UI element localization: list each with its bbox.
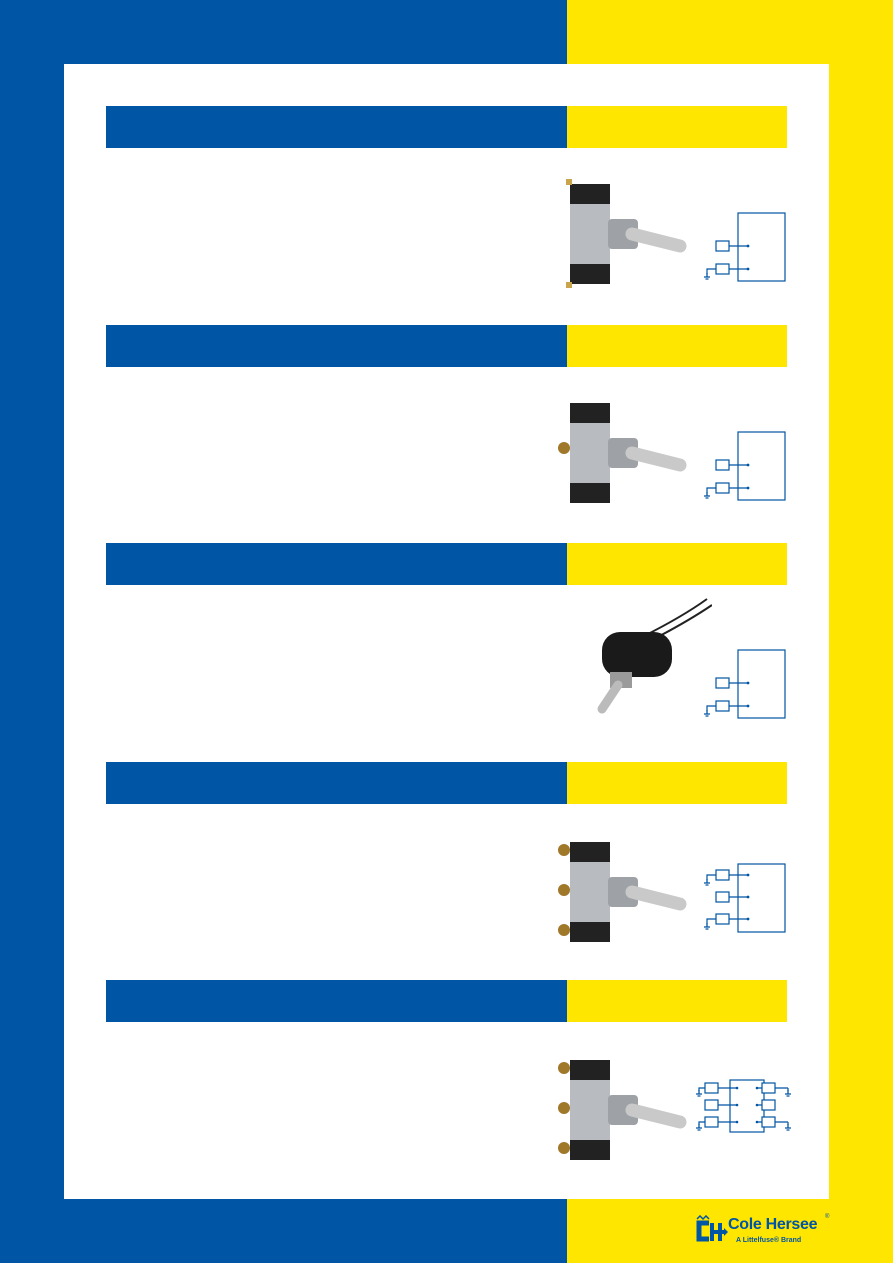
section-header-band <box>106 543 787 585</box>
logo-tagline: A Littelfuse® Brand <box>736 1237 802 1244</box>
section-title-bar <box>106 543 567 585</box>
product-section <box>106 762 787 972</box>
switch-photo-toggle-switch-black-boot-wire-leads <box>597 598 712 714</box>
section-accent-bar <box>567 762 787 804</box>
product-section <box>106 980 791 1190</box>
section-header-band <box>106 106 787 148</box>
switch-photo-toggle-switch-6-screw-terminal <box>558 1060 687 1160</box>
wiring-diagram-2-terminal <box>704 212 786 282</box>
section-accent-bar <box>567 543 787 585</box>
logo-name: Cole Hersee <box>728 1216 818 1233</box>
section-title-bar <box>106 980 567 1022</box>
section-header-band <box>106 325 787 367</box>
section-header-band <box>106 762 787 804</box>
logo-registered: ® <box>825 1214 830 1220</box>
section-accent-bar <box>567 325 787 367</box>
section-accent-bar <box>567 980 787 1022</box>
switch-photo-toggle-switch-metal-screw-terminal <box>566 179 687 288</box>
wiring-diagram-6-terminal <box>696 1079 791 1133</box>
wiring-diagram-2-terminal <box>704 431 786 501</box>
section-accent-bar <box>567 106 787 148</box>
ch-logo-icon <box>696 1215 728 1242</box>
section-title-bar <box>106 325 567 367</box>
section-header-band <box>106 980 787 1022</box>
wiring-diagram-3-terminal <box>704 863 786 933</box>
wiring-diagram-2-terminal <box>704 649 786 719</box>
product-section <box>106 543 787 753</box>
section-title-bar <box>106 106 567 148</box>
product-section <box>106 325 787 535</box>
product-section <box>106 106 787 316</box>
switch-photo-toggle-switch-3-screw-terminal <box>558 842 687 942</box>
content-panel <box>64 64 829 1199</box>
cole-hersee-logo: Cole Hersee ® A Littelfuse® Brand <box>694 1213 834 1253</box>
switch-photo-toggle-switch-metal-side-screw <box>558 403 687 503</box>
section-title-bar <box>106 762 567 804</box>
